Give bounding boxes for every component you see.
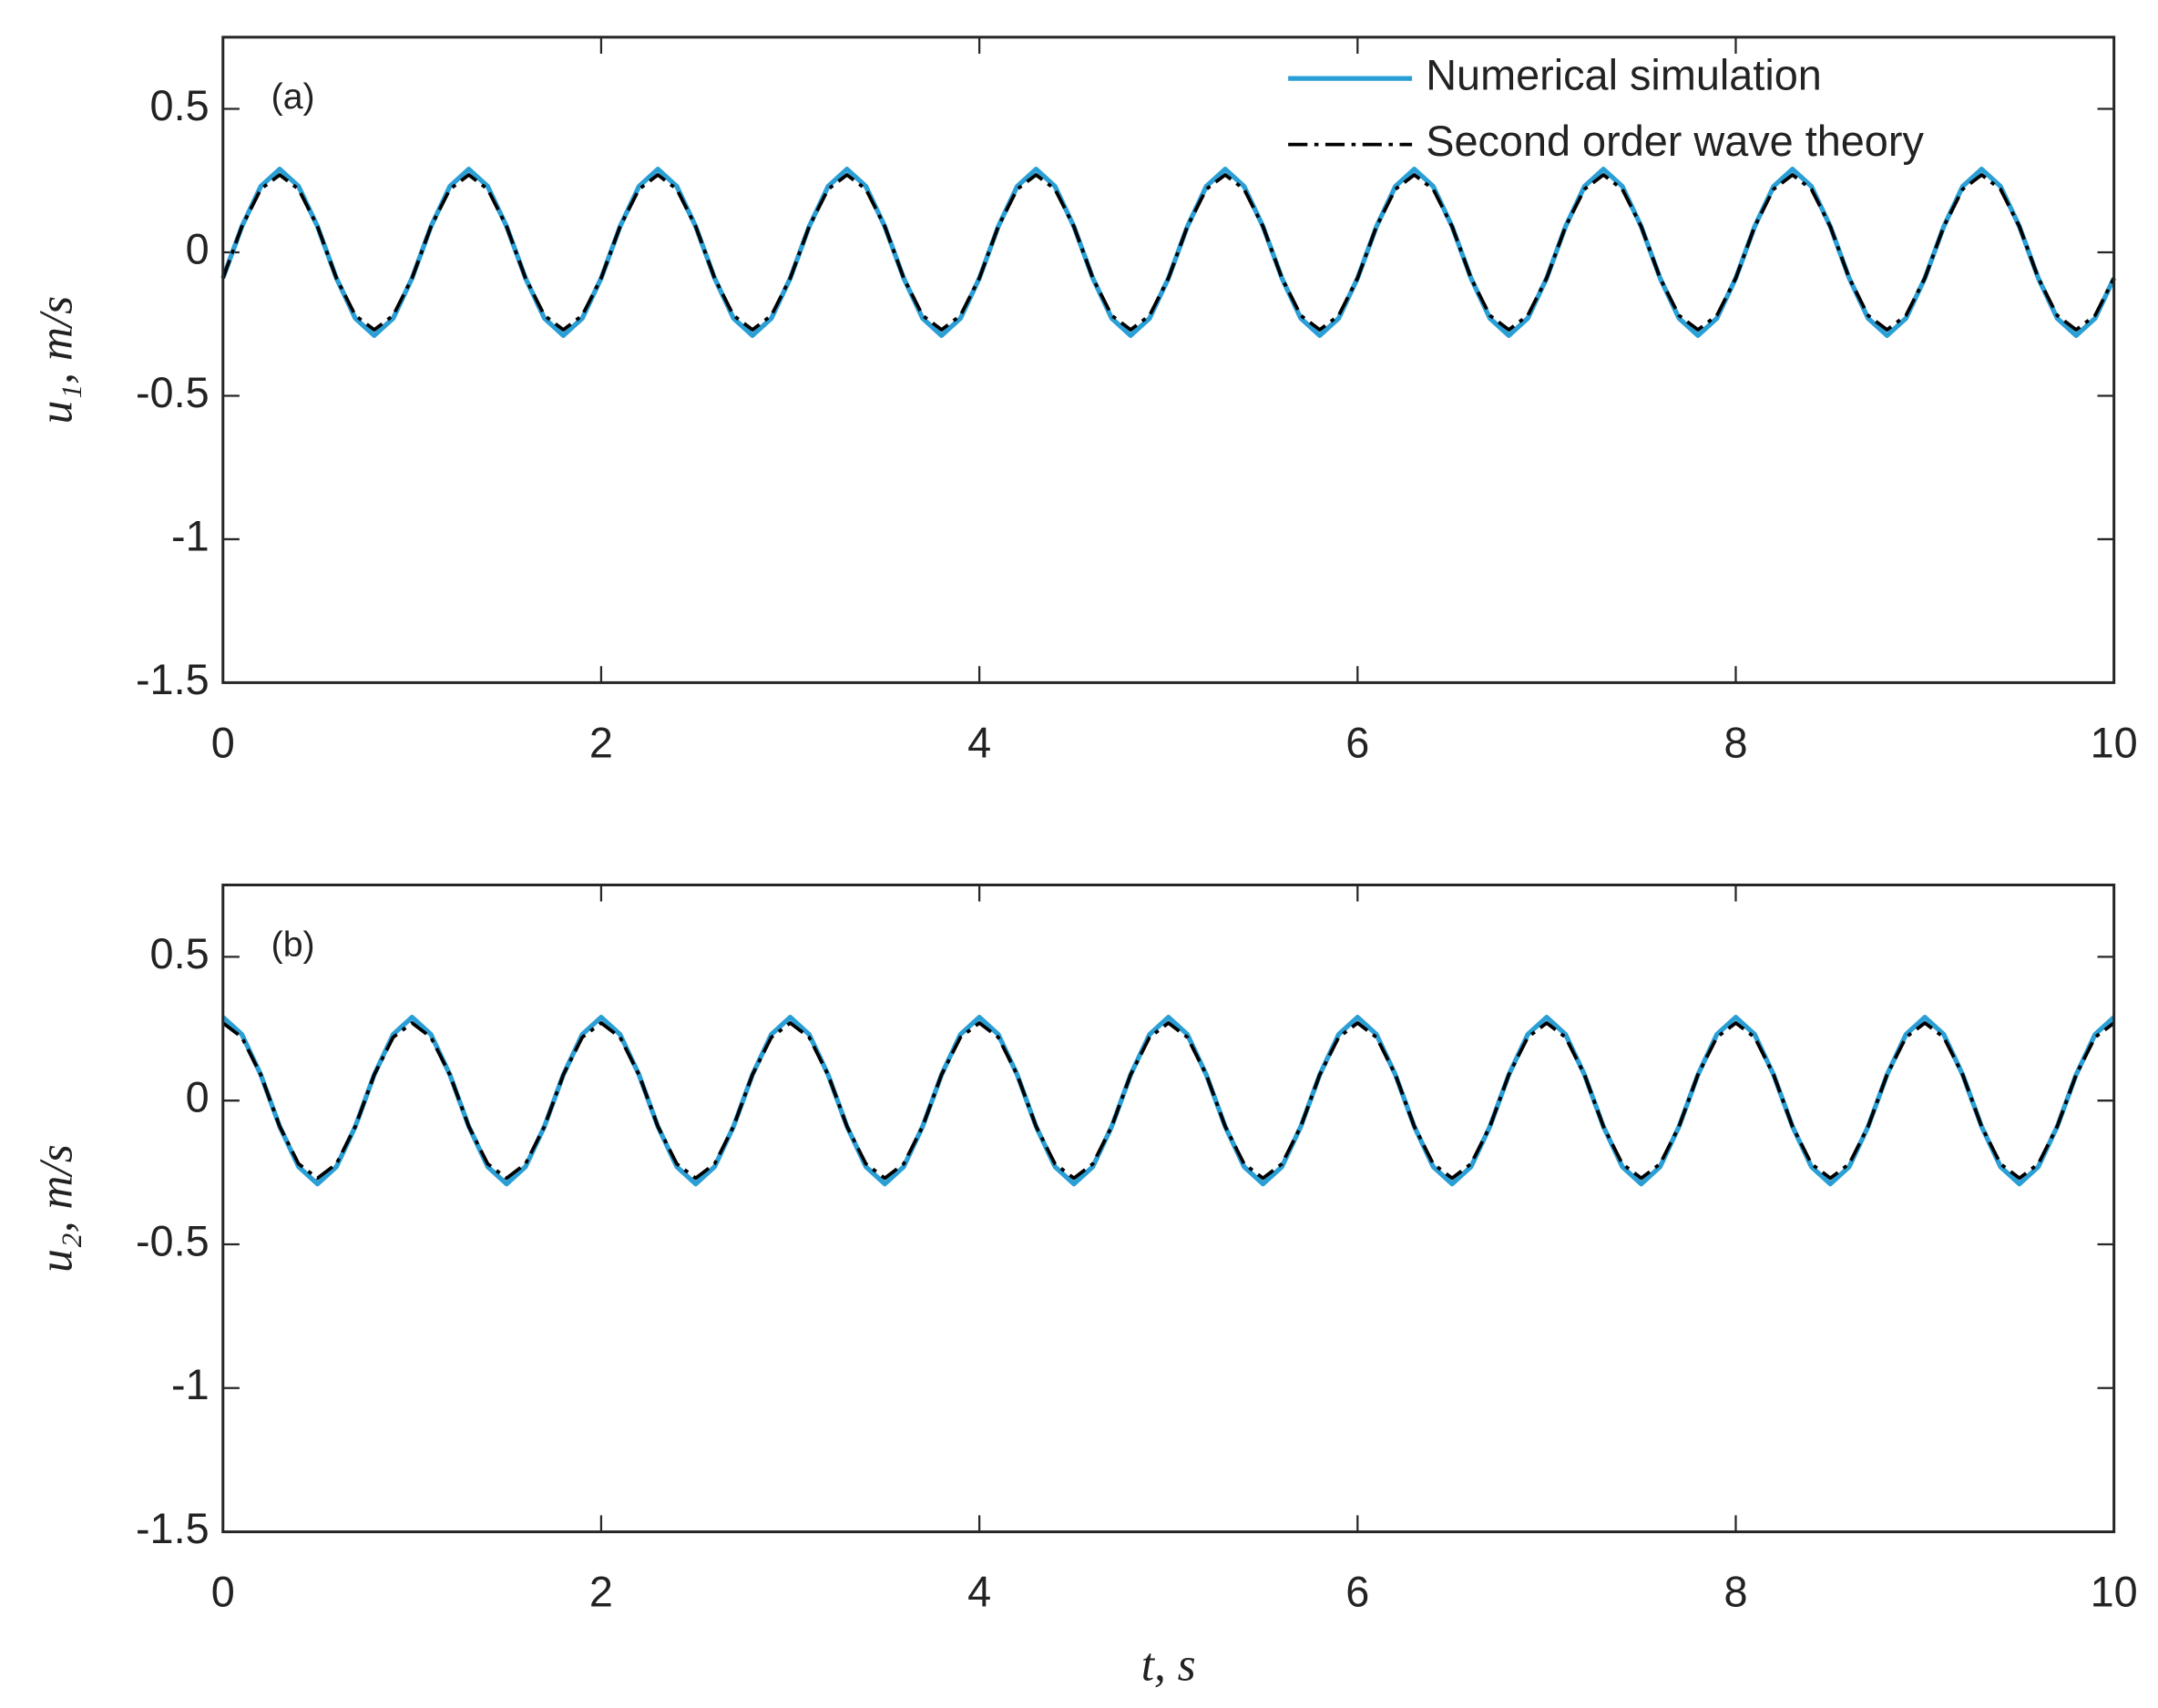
data-line [220,1015,2116,1187]
legend-label: Numerical simulation [1426,52,1822,99]
data-line [220,173,2116,332]
x-tick-label: 6 [1345,1568,1369,1615]
x-tick-label: 10 [2091,719,2138,766]
x-tick-label: 4 [967,719,991,766]
y-tick-label: 0.5 [150,82,210,129]
x-axis-label: t, s [1141,1639,1196,1691]
x-tick-label: 8 [1723,1568,1747,1615]
legend-label: Second order wave theory [1426,118,1924,165]
y-tick-label: -1.5 [136,656,210,703]
y-tick-label: -1.5 [136,1505,210,1552]
y-tick-label: -1 [171,1361,210,1408]
x-tick-label: 0 [211,719,235,766]
y-tick-label: -0.5 [136,369,210,416]
data-line [221,1021,2115,1181]
x-tick-label: 2 [589,719,613,766]
x-tick-label: 6 [1345,719,1369,766]
axes-box [221,36,2116,684]
y-tick-label: 0.5 [150,930,210,977]
y-tick-label: -1 [171,512,210,559]
x-tick-label: 8 [1723,719,1747,766]
x-tick-label: 0 [211,1568,235,1615]
x-tick-label: 2 [589,1568,613,1615]
panel-label: (a) [271,77,315,117]
panel-label: (b) [271,925,315,965]
y-tick-label: 0 [186,1074,210,1121]
x-tick-label: 4 [967,1568,991,1615]
y-axis-label: u₂, m/s [30,1144,82,1273]
data-line [220,167,2117,338]
y-axis-label: u₁, m/s [30,296,82,424]
x-tick-label: 10 [2091,1568,2138,1615]
y-tick-label: -0.5 [136,1217,210,1264]
axes-box [221,883,2116,1534]
y-tick-label: 0 [186,225,210,272]
